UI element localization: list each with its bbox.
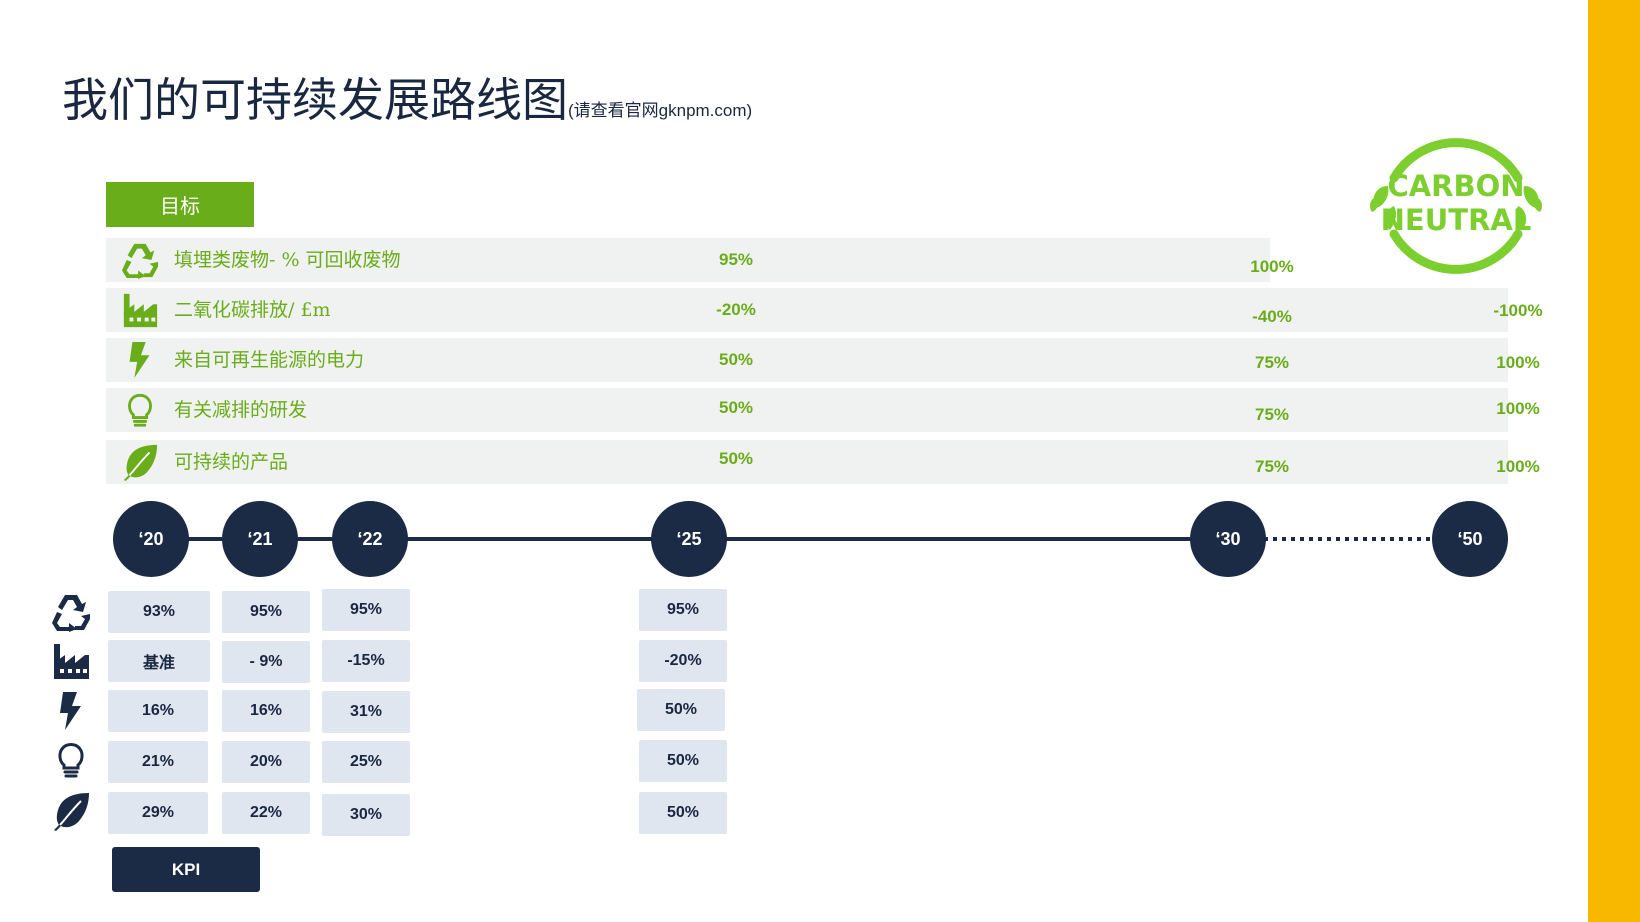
kpi-leaf-icon [50,791,92,831]
target-2025-waste: 95% [718,250,754,269]
kpi-cell: 基准 [108,640,210,682]
target-2025-co2: -20% [716,300,756,319]
target-2050-rnd: 100% [1496,399,1540,418]
target-2050-electricity: 100% [1496,353,1540,372]
target-2030-products: 75% [1254,457,1290,476]
kpi-cell: -15% [322,640,410,682]
kpi-cell: 16% [108,690,208,732]
year-2025: ‘25 [651,501,727,577]
target-2030-electricity: 75% [1254,353,1290,372]
kpi-cell: 50% [639,792,727,834]
target-2050-co2: -100% [1493,301,1543,320]
kpi-lightbulb-icon [50,740,92,780]
target-2025-rnd: 50% [718,398,754,417]
kpi-cell: 16% [222,690,310,732]
kpi-label: KPI [112,847,260,892]
kpi-cell: 31% [322,691,410,733]
target-row-waste: 填埋类废物- % 可回收废物 95% 100% [106,238,1294,282]
target-row-electricity: 来自可再生能源的电力 50% 75% 100% [106,338,1540,382]
kpi-cell: 50% [639,740,727,782]
kpi-cell: 50% [637,689,725,731]
subtitle-text: (请查看官网gknpm.com) [568,101,753,120]
target-label: 目标 [106,182,254,227]
target-label-waste: 填埋类废物- % 可回收废物 [174,249,401,271]
yellow-sidebar [1588,0,1640,922]
target-2025-products: 50% [718,449,754,468]
target-2025-electricity: 50% [718,350,754,369]
target-label-co2: 二氧化碳排放/ £m [174,299,331,321]
kpi-cell: 95% [639,589,727,631]
kpi-cell: 95% [322,589,410,631]
year-2050: ‘50 [1432,501,1508,577]
leaf-icon [120,443,160,481]
target-row-co2: 二氧化碳排放/ £m -20% -40% -100% [106,288,1543,332]
kpi-cell: 30% [322,794,410,836]
kpi-cell: 25% [322,741,410,783]
target-label-electricity: 来自可再生能源的电力 [174,349,365,371]
carbon-neutral-badge-icon: CARBON NEUTRAL [1370,138,1542,274]
target-2030-waste: 100% [1250,257,1294,276]
kpi-cell: 21% [108,741,208,783]
lightning-icon [120,341,160,379]
year-2022: ‘22 [332,501,408,577]
kpi-cell: 22% [222,792,310,834]
kpi-cell: 93% [108,591,210,633]
kpi-factory-icon [50,641,92,681]
target-label-rnd: 有关减排的研发 [174,399,308,421]
title-text: 我们的可持续发展路线图 [62,73,568,127]
target-row-rnd: 有关减排的研发 50% 75% 100% [106,388,1540,432]
target-2050-products: 100% [1496,457,1540,476]
kpi-cell: -20% [639,640,727,682]
target-2030-rnd: 75% [1254,405,1290,424]
kpi-cell: 95% [222,591,310,633]
kpi-cell: 20% [222,741,310,783]
year-2021: ‘21 [222,501,298,577]
badge-text-carbon: CARBON [1387,169,1524,203]
target-row-products: 可持续的产品 50% 75% 100% [106,440,1540,484]
page-title: 我们的可持续发展路线图(请查看官网gknpm.com) [62,64,752,130]
kpi-cell: 29% [108,792,208,834]
lightbulb-icon [120,391,160,429]
kpi-lightning-icon [50,691,92,731]
target-2030-co2: -40% [1252,307,1292,326]
badge-text-neutral: NEUTRAL [1381,203,1532,237]
kpi-cell: - 9% [222,641,310,683]
year-2030: ‘30 [1190,501,1266,577]
kpi-recycle-icon [50,592,92,632]
target-label-products: 可持续的产品 [174,451,289,473]
factory-icon [120,291,160,329]
recycle-icon [120,241,160,279]
year-2020: ‘20 [113,501,189,577]
